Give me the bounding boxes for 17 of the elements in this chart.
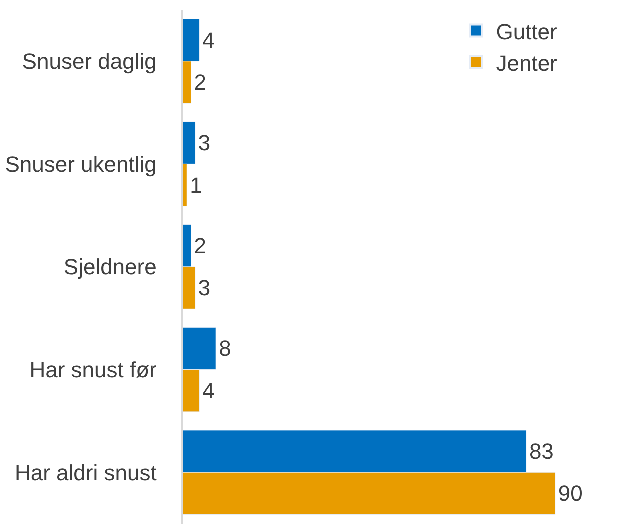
y-tick-label: Har snust før <box>30 358 157 382</box>
y-tick-label: Har aldri snust <box>15 460 157 486</box>
data-label: 3 <box>198 130 211 156</box>
legend-label: Jenter <box>496 50 558 76</box>
data-label: 90 <box>558 481 583 506</box>
y-tick-label: Snuser daglig <box>22 49 157 74</box>
data-label: 83 <box>529 439 554 464</box>
data-label: 2 <box>194 70 207 95</box>
legend-label: Gutter <box>496 19 558 44</box>
data-label: 8 <box>219 336 232 362</box>
y-tick-label: Sjeldnere <box>64 254 157 280</box>
data-label: 4 <box>202 28 215 53</box>
y-tick-label: Snuser ukentlig <box>5 152 157 177</box>
data-label: 4 <box>202 378 215 404</box>
data-label: 3 <box>198 276 211 301</box>
data-label: 1 <box>190 172 202 198</box>
data-label: 2 <box>194 233 207 258</box>
